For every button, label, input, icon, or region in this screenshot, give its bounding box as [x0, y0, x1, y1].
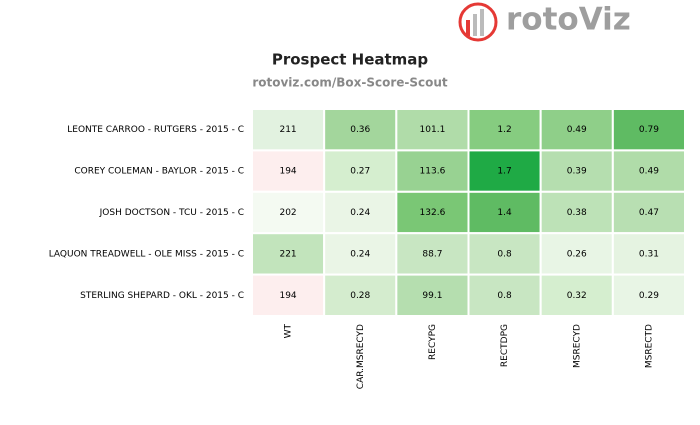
- heatmap-cell: [467, 149, 542, 193]
- heatmap-cell: [611, 108, 686, 152]
- chart-subtitle: rotoviz.com/Box-Score-Scout: [252, 76, 448, 90]
- heatmap-cell: [611, 190, 686, 235]
- cell-label: 0.28: [350, 291, 370, 301]
- column-label: WT: [284, 324, 294, 339]
- heatmap-cell: [323, 190, 398, 235]
- cell-label: 221: [279, 249, 296, 259]
- cell-label: 0.26: [567, 249, 587, 259]
- cell-label: 1.4: [497, 208, 512, 218]
- chart-title: Prospect Heatmap: [272, 51, 429, 69]
- cell-label: 0.31: [639, 249, 659, 259]
- heatmap-cell: [467, 273, 542, 318]
- cell-label: 211: [279, 125, 296, 135]
- row-label: COREY COLEMAN - BAYLOR - 2015 - C: [74, 167, 244, 177]
- cell-label: 113.6: [420, 167, 446, 177]
- column-label: MSRECYD: [572, 324, 582, 368]
- cell-label: 132.6: [420, 208, 446, 218]
- cell-label: 88.7: [422, 249, 442, 259]
- cell-label: 0.49: [567, 125, 587, 135]
- heatmap-cell: [395, 273, 470, 318]
- cell-label: 99.1: [422, 291, 442, 301]
- row-label: LAQUON TREADWELL - OLE MISS - 2015 - C: [49, 249, 244, 259]
- cell-label: 0.49: [639, 167, 659, 177]
- heatmap-cell: [611, 149, 686, 193]
- cell-label: 0.39: [567, 167, 587, 177]
- cell-label: 0.32: [567, 291, 587, 301]
- logo-icon-bar: [480, 9, 484, 36]
- column-label: CAR.MSRECYD: [356, 324, 366, 389]
- cell-label: 0.29: [639, 291, 659, 301]
- column-label: RECTDPG: [500, 324, 510, 367]
- heatmap-cell: [251, 273, 326, 318]
- logo-icon: [458, 2, 498, 42]
- row-label: STERLING SHEPARD - OKL - 2015 - C: [80, 291, 244, 301]
- cell-label: 194: [279, 291, 296, 301]
- cell-label: 0.24: [350, 249, 370, 259]
- heatmap-cell: [539, 190, 614, 235]
- heatmap-cell: [467, 232, 542, 276]
- heatmap-cell: [611, 232, 686, 276]
- column-label: MSRECTD: [644, 324, 654, 368]
- cell-label: 1.7: [497, 167, 511, 177]
- cell-label: 1.2: [497, 125, 511, 135]
- cell-label: 202: [279, 208, 296, 218]
- heatmap-cell: [539, 232, 614, 276]
- logo-text: rotoViz: [506, 2, 631, 38]
- column-label: RECYPG: [428, 324, 438, 360]
- heatmap-cell: [539, 273, 614, 318]
- cell-label: 0.27: [350, 167, 370, 177]
- cell-label: 0.36: [350, 125, 370, 135]
- logo: rotoViz: [458, 2, 631, 42]
- row-label: LEONTE CARROO - RUTGERS - 2015 - C: [67, 125, 244, 135]
- heatmap-cell: [467, 190, 542, 235]
- heatmap-cell: [611, 273, 686, 318]
- cell-label: 0.8: [497, 291, 512, 301]
- cell-label: 0.8: [497, 249, 512, 259]
- cell-label: 194: [279, 167, 296, 177]
- cell-label: 0.38: [567, 208, 587, 218]
- cell-label: 0.47: [639, 208, 659, 218]
- logo-icon-bar: [466, 20, 470, 36]
- cell-label: 101.1: [420, 125, 446, 135]
- row-label: JOSH DOCTSON - TCU - 2015 - C: [99, 208, 244, 218]
- heatmap-cell: [395, 232, 470, 276]
- heatmap-cell: [251, 232, 326, 276]
- logo-icon-bar: [473, 14, 477, 36]
- heatmap-cell: [323, 149, 398, 193]
- heatmap-cell: [323, 232, 398, 276]
- cell-label: 0.79: [639, 125, 659, 135]
- cell-label: 0.24: [350, 208, 370, 218]
